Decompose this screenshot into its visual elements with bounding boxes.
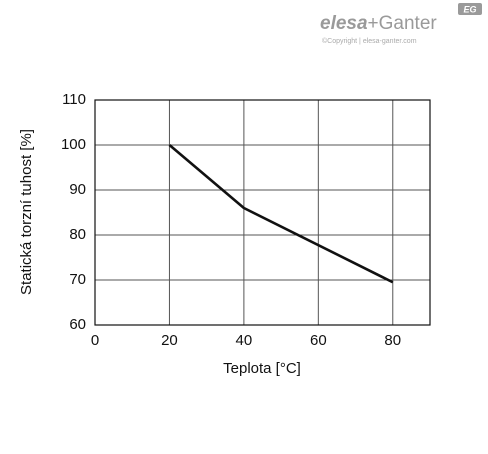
y-tick-label: 100 (61, 136, 86, 153)
logo-badge: EG (463, 4, 476, 14)
y-tick-label: 80 (69, 226, 86, 243)
x-tick-label: 60 (310, 332, 327, 349)
data-line (168, 144, 394, 284)
x-tick-label: 20 (161, 332, 178, 349)
logo-brand-left: elesa (320, 13, 368, 34)
y-tick-label: 60 (69, 316, 86, 333)
logo-badge-box (458, 3, 482, 15)
x-axis-label: Teplota [°C] (223, 360, 301, 377)
x-tick-label: 0 (91, 332, 99, 349)
logo-copyright: ©Copyright | elesa-ganter.com (322, 37, 417, 45)
x-tick-label: 80 (384, 332, 401, 349)
y-tick-label: 70 (69, 271, 86, 288)
logo: elesa+Ganter ©Copyright | elesa-ganter.c… (320, 3, 482, 45)
plot-frame (94, 99, 431, 326)
y-axis-label: Statická torzní tuhost [%] (18, 129, 35, 295)
y-tick-label: 110 (62, 91, 86, 108)
logo-brand: elesa+Ganter (320, 13, 437, 34)
x-tick-label: 40 (236, 332, 253, 349)
logo-brand-right: +Ganter (368, 13, 438, 34)
y-tick-label: 90 (69, 181, 86, 198)
